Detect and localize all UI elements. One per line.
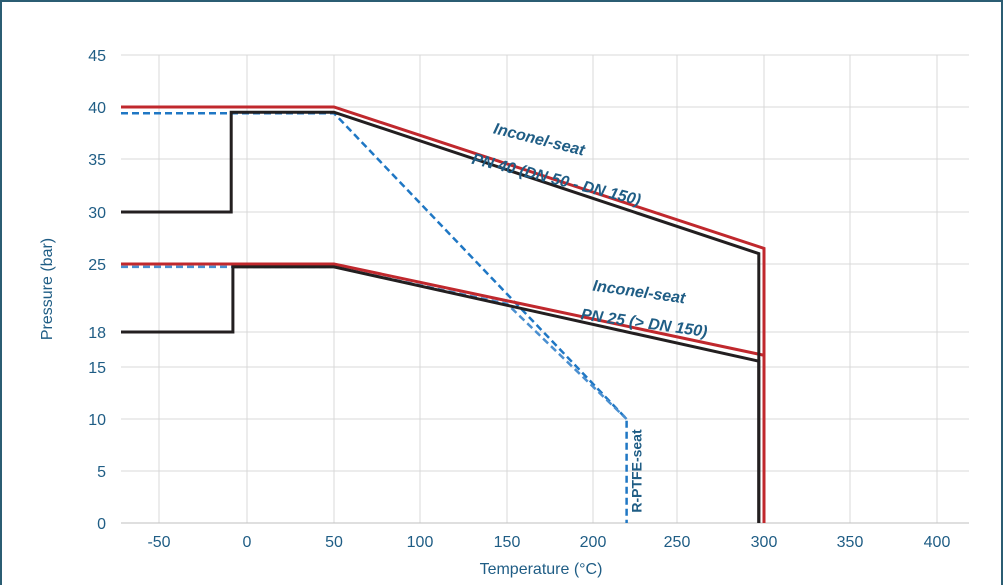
series-line-red-0	[121, 105, 766, 523]
series-layer	[121, 105, 766, 523]
x-tick-label: 150	[494, 534, 521, 551]
series-line-blue-dashed-4	[121, 111, 628, 523]
y-tick-label: 18	[88, 325, 106, 342]
series-line-blue-dashed-light-5	[121, 265, 628, 420]
y-axis-title: Pressure (bar)	[39, 238, 56, 340]
annotation-label: Inconel-seat	[492, 121, 587, 160]
x-tick-label: 100	[407, 534, 434, 551]
grid-layer	[121, 54, 969, 524]
y-tick-label: 45	[88, 48, 106, 65]
annotation-label: Inconel-seat	[592, 278, 687, 308]
tick-label-layer: 0 5 10 15 18 25 30 35 40 45 -50 0 50 100 150 200 250 300 3…	[88, 48, 950, 551]
series-line-red-2	[121, 262, 766, 523]
x-tick-label: 50	[325, 534, 343, 551]
series-line-black-1	[121, 110, 761, 523]
annotation-label: PN 40 (DN 50 - DN 150)	[470, 151, 642, 209]
y-tick-label: 5	[97, 464, 106, 481]
y-tick-label: 40	[88, 100, 106, 117]
y-tick-label: 25	[88, 257, 106, 274]
x-tick-label: 0	[243, 534, 252, 551]
x-axis-title: Temperature (°C)	[480, 561, 603, 578]
x-tick-label: 350	[837, 534, 864, 551]
y-tick-label: 30	[88, 205, 106, 222]
annotation-label: R-PTFE-seat	[629, 429, 645, 513]
x-tick-label: 300	[751, 534, 778, 551]
y-tick-label: 15	[88, 360, 106, 377]
x-tick-label: -50	[147, 534, 170, 551]
y-tick-label: 35	[88, 152, 106, 169]
x-tick-label: 200	[580, 534, 607, 551]
y-tick-label: 10	[88, 412, 106, 429]
x-tick-label: 250	[664, 534, 691, 551]
x-tick-label: 400	[924, 534, 951, 551]
series-line-black-3	[121, 265, 761, 523]
y-tick-label: 0	[97, 516, 106, 533]
